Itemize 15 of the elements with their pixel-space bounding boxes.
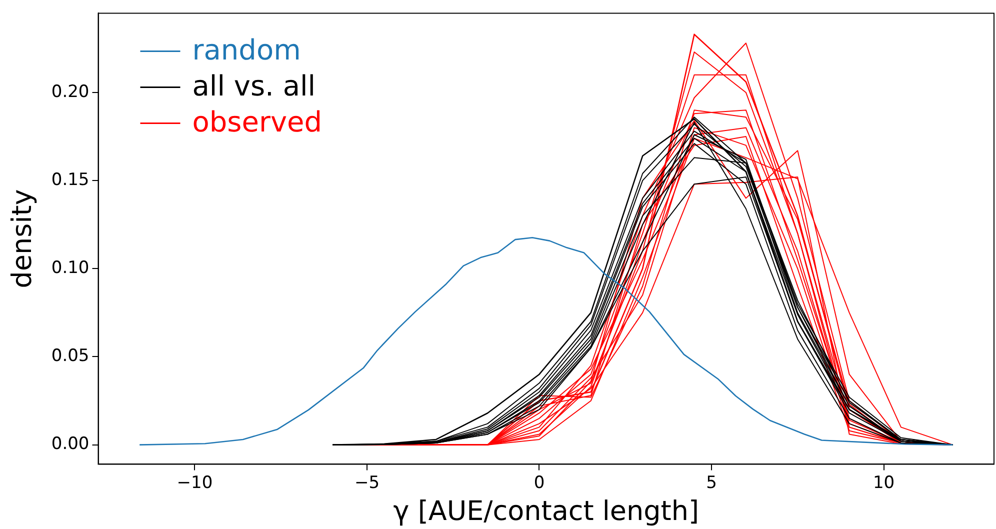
x-tick-label: 5 bbox=[706, 472, 717, 493]
y-tick-label: 0.15 bbox=[51, 170, 90, 190]
y-tick-label: 0.00 bbox=[51, 434, 90, 454]
legend-label: random bbox=[192, 33, 301, 66]
y-tick-label: 0.10 bbox=[51, 258, 90, 278]
x-tick-label: 10 bbox=[872, 472, 895, 493]
y-tick-label: 0.20 bbox=[51, 82, 90, 102]
x-tick-label: 0 bbox=[534, 472, 545, 493]
legend-label: all vs. all bbox=[192, 69, 316, 102]
x-tick-label: −5 bbox=[354, 472, 380, 493]
y-axis-title: density bbox=[7, 189, 38, 288]
x-axis-title: γ [AUE/contact length] bbox=[393, 496, 699, 527]
y-tick-label: 0.05 bbox=[51, 346, 90, 366]
legend-label: observed bbox=[192, 105, 322, 138]
x-tick-label: −10 bbox=[176, 472, 213, 493]
